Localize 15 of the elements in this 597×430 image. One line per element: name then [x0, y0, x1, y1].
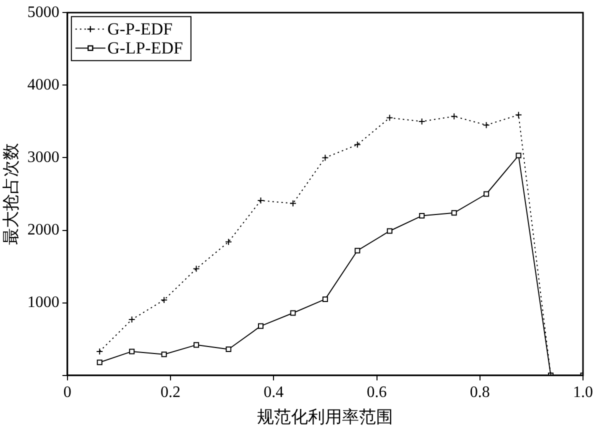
y-tick-label: 5000	[27, 4, 60, 21]
x-tick-label: 0.2	[160, 384, 181, 402]
x-tick-label: 0.8	[470, 384, 490, 402]
y-tick-label: 1000	[27, 294, 60, 312]
y-axis-title: 最大抢占次数	[2, 143, 21, 245]
y-tick-label: 3000	[27, 148, 60, 166]
x-tick-label: 0.6	[366, 384, 387, 402]
legend-label: G-P-EDF	[107, 20, 173, 39]
y-tick-label: 2000	[27, 221, 60, 238]
x-tick-label: 0	[63, 384, 72, 402]
x-tick-label: 1.0	[573, 384, 593, 402]
legend-label: G-LP-EDF	[107, 38, 183, 58]
y-tick-label: 4000	[27, 76, 60, 94]
x-tick-label: 0.4	[264, 384, 284, 402]
x-axis-title: 规范化利用率范围	[257, 407, 394, 426]
